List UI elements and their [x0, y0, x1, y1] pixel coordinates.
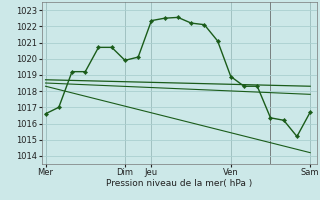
X-axis label: Pression niveau de la mer( hPa ): Pression niveau de la mer( hPa ) [106, 179, 252, 188]
